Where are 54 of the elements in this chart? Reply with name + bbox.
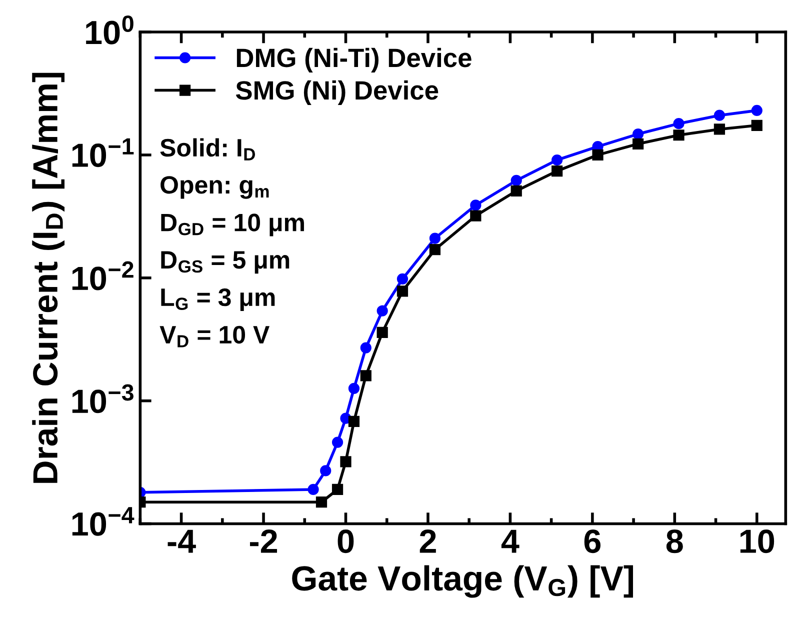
x-tick-label: 8 — [666, 529, 683, 554]
annotation: Open: g$_{m}$ — [160, 176, 269, 199]
annotation: L$_{G}$ = 3 μm — [161, 288, 275, 311]
x-tick-label: 2 — [420, 529, 436, 553]
point — [320, 465, 332, 476]
annotation: D$_{GS}$ = 5 μm — [161, 251, 290, 274]
annotation: V$_{D}$ = 10 V — [160, 326, 270, 348]
point — [429, 244, 441, 256]
y-axis-title: Drain Current (I$_{D}$) [A/mm] — [32, 72, 64, 483]
point — [751, 104, 762, 116]
x-tick-label: 6 — [584, 529, 600, 554]
point — [376, 326, 388, 338]
point — [673, 118, 684, 130]
point — [592, 149, 604, 161]
point — [396, 286, 408, 297]
y-tick-label: 10$^{−4}$ — [72, 507, 134, 536]
point — [340, 456, 352, 468]
y-tick-label: 10$^{−3}$ — [72, 384, 134, 414]
point — [552, 165, 563, 177]
point — [396, 273, 408, 285]
point — [470, 210, 482, 222]
point — [360, 342, 372, 354]
x-tick-label: 10 — [740, 529, 774, 554]
point — [714, 124, 726, 135]
annotation: Solid: I$_{D}$ — [160, 138, 256, 160]
x-tick-label: -2 — [250, 529, 278, 553]
annotation: D$_{GD}$ = 10 μm — [161, 214, 304, 236]
point — [470, 200, 482, 211]
y-tick-label: 10$^{0}$ — [86, 15, 134, 44]
point — [714, 110, 726, 121]
x-tick-label: 0 — [338, 529, 354, 554]
point — [332, 484, 344, 496]
point — [316, 496, 328, 508]
y-tick-label: 10$^{−1}$ — [72, 138, 134, 168]
point — [673, 130, 684, 141]
point — [348, 416, 360, 427]
legend-label: DMG (Ni-Ti) Device — [236, 48, 472, 72]
point — [332, 436, 344, 448]
point — [308, 484, 319, 496]
point — [632, 138, 644, 150]
point — [348, 382, 360, 394]
x-tick-label: 4 — [501, 530, 520, 553]
x-tick-label: -4 — [168, 530, 196, 553]
point — [510, 185, 522, 196]
x-axis-title: Gate Voltage (V$_{G}$) [V] — [292, 565, 634, 598]
point — [510, 174, 522, 186]
point — [376, 305, 388, 316]
point — [429, 232, 441, 244]
point — [751, 120, 762, 131]
legend-label: SMG (Ni) Device — [236, 80, 438, 105]
point — [360, 370, 372, 382]
point — [552, 154, 563, 166]
point — [632, 128, 644, 140]
y-tick-label: 10$^{−2}$ — [72, 261, 134, 290]
